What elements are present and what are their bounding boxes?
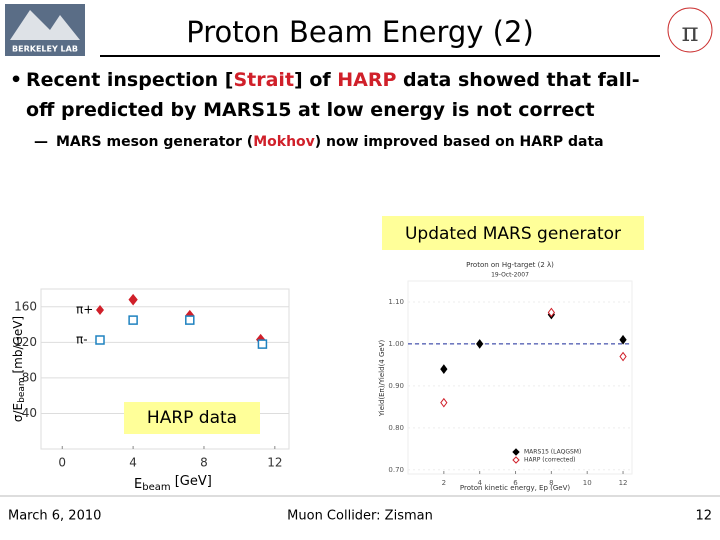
- legend-marker: [512, 448, 520, 456]
- marker: [128, 315, 138, 325]
- slide-title: Proton Beam Energy (2): [186, 15, 534, 49]
- y-tick-label: 120: [14, 335, 37, 349]
- x-tick-label: 2: [442, 479, 446, 487]
- y-axis-label: Yield(Eπ)/Yield(4 GeV): [378, 340, 386, 418]
- legend-label: π+: [76, 303, 93, 317]
- y-axis-label: σ/Ebeam [mb/GeV]: [11, 316, 27, 422]
- text: ] of: [294, 69, 337, 91]
- x-tick-label: 0: [58, 456, 66, 470]
- text: beam: [17, 377, 27, 403]
- callout-box: [382, 216, 644, 250]
- y-tick-label: 160: [14, 299, 37, 313]
- marker: [128, 293, 138, 306]
- text: MARS meson generator (: [56, 134, 253, 150]
- marker: [440, 364, 448, 374]
- text: [mb/GeV]: [11, 316, 25, 377]
- text: off predicted by MARS15 at low energy is…: [26, 99, 595, 121]
- footer-center: Muon Collider: Zisman: [287, 509, 433, 524]
- chart-title: Proton on Hg-target (2 λ): [466, 261, 554, 269]
- text: Mokhov: [253, 134, 315, 150]
- text: beam: [142, 482, 170, 493]
- x-tick-label: 12: [267, 456, 282, 470]
- marker: [619, 351, 627, 362]
- bullet: • Recent inspection [Strait] of HARP dat…: [10, 69, 646, 121]
- x-tick-label: 4: [477, 479, 482, 487]
- y-tick-label: 0.80: [388, 424, 404, 432]
- chart-subtitle: 19-Oct-2007: [491, 272, 529, 279]
- text: σ/E: [11, 403, 25, 422]
- marker: [185, 315, 195, 325]
- y-tick-label: 0.70: [388, 466, 404, 474]
- bullet-dot: •: [10, 69, 22, 91]
- legend-label: π-: [76, 333, 88, 347]
- text: ) now improved based on HARP data: [315, 134, 604, 150]
- y-tick-label: 1.10: [388, 298, 404, 306]
- text: data showed that fall-: [396, 69, 639, 91]
- marker: [440, 397, 448, 408]
- y-tick-label: 0.90: [388, 382, 404, 390]
- marker: [257, 339, 268, 349]
- sub-bullet: — MARS meson generator (Mokhov) now impr…: [34, 134, 604, 150]
- marker: [619, 334, 627, 345]
- legend-marker: [96, 305, 104, 315]
- y-tick-label: 40: [22, 406, 37, 420]
- text: Strait: [233, 69, 294, 91]
- legend-label: MARS15 (LAQGSM): [524, 449, 581, 456]
- footer-page: 12: [695, 509, 712, 524]
- text: Recent inspection [: [26, 69, 233, 91]
- legend-label: HARP (corrected): [524, 457, 576, 464]
- text: HARP: [337, 69, 396, 91]
- callout-box: [124, 402, 260, 434]
- legend-marker: [512, 456, 520, 464]
- legend-item: [96, 305, 104, 315]
- logo-right: [667, 7, 713, 53]
- callout: HARP data: [147, 408, 237, 428]
- legend-marker: [95, 335, 105, 345]
- x-tick-label: 6: [513, 479, 518, 487]
- x-tick-label: 12: [619, 479, 628, 487]
- x-tick-label: 10: [583, 479, 592, 487]
- text: [GeV]: [171, 474, 212, 489]
- x-axis-label: Ebeam [GeV]: [134, 474, 212, 494]
- text: E: [134, 477, 142, 492]
- footer-date: March 6, 2010: [8, 509, 101, 524]
- x-tick-label: 4: [129, 456, 137, 470]
- x-tick-label: 8: [200, 456, 208, 470]
- plot-frame: [40, 288, 290, 450]
- logo-shape: [10, 10, 80, 40]
- callout: Updated MARS generator: [405, 224, 621, 244]
- marker: [476, 339, 484, 349]
- x-axis-label: Proton kinetic energy, Ep (GeV): [460, 484, 570, 492]
- x-tick-label: 8: [549, 479, 553, 487]
- legend-item: [95, 335, 105, 345]
- logo-right-glyph: π: [681, 18, 698, 48]
- plot-frame: [407, 280, 633, 475]
- sub-bullet-dash: —: [34, 134, 48, 150]
- logo-text: BERKELEY LAB: [12, 45, 78, 54]
- marker: [547, 307, 555, 318]
- y-tick-label: 80: [22, 370, 37, 384]
- y-tick-label: 1.00: [388, 340, 404, 348]
